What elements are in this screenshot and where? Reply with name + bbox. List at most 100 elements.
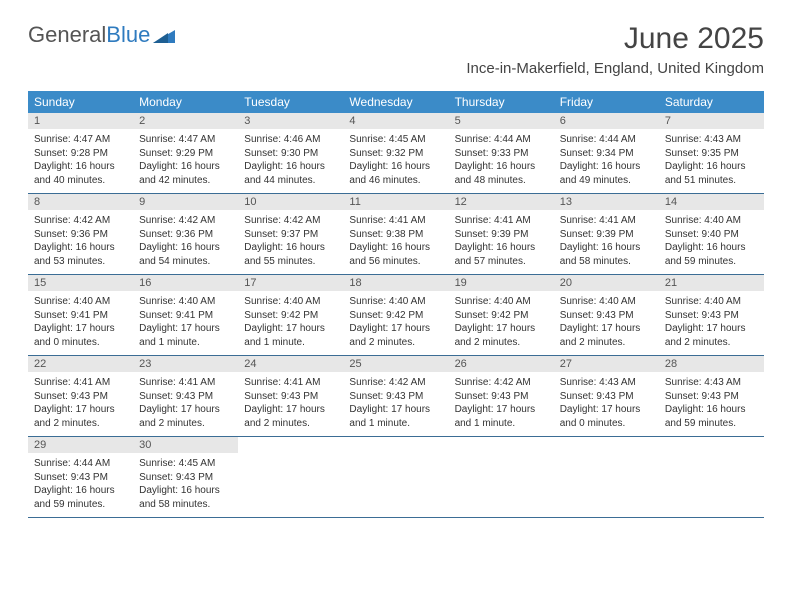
sunset-line: Sunset: 9:37 PM — [244, 228, 337, 242]
day-number: 1 — [28, 113, 133, 129]
day-body: Sunrise: 4:44 AMSunset: 9:43 PMDaylight:… — [28, 453, 133, 517]
day-body: Sunrise: 4:42 AMSunset: 9:43 PMDaylight:… — [343, 372, 448, 436]
day-number: 2 — [133, 113, 238, 129]
day-number: 17 — [238, 275, 343, 291]
day-body: Sunrise: 4:41 AMSunset: 9:39 PMDaylight:… — [449, 210, 554, 274]
day-cell: 2Sunrise: 4:47 AMSunset: 9:29 PMDaylight… — [133, 113, 238, 193]
day-body: Sunrise: 4:45 AMSunset: 9:32 PMDaylight:… — [343, 129, 448, 193]
logo: GeneralBlue — [28, 22, 175, 48]
dow-cell: Thursday — [449, 91, 554, 113]
sunrise-line: Sunrise: 4:40 AM — [34, 295, 127, 309]
day-body: Sunrise: 4:44 AMSunset: 9:34 PMDaylight:… — [554, 129, 659, 193]
sunrise-line: Sunrise: 4:41 AM — [349, 214, 442, 228]
day-cell: 3Sunrise: 4:46 AMSunset: 9:30 PMDaylight… — [238, 113, 343, 193]
day-body: Sunrise: 4:40 AMSunset: 9:42 PMDaylight:… — [449, 291, 554, 355]
title-block: June 2025 Ince-in-Makerfield, England, U… — [466, 22, 764, 77]
week-row: 29Sunrise: 4:44 AMSunset: 9:43 PMDayligh… — [28, 437, 764, 518]
daylight-line: Daylight: 17 hours and 2 minutes. — [139, 403, 232, 430]
sunset-line: Sunset: 9:43 PM — [34, 471, 127, 485]
daylight-line: Daylight: 16 hours and 54 minutes. — [139, 241, 232, 268]
day-cell: 4Sunrise: 4:45 AMSunset: 9:32 PMDaylight… — [343, 113, 448, 193]
day-number: 23 — [133, 356, 238, 372]
sunrise-line: Sunrise: 4:41 AM — [34, 376, 127, 390]
sunset-line: Sunset: 9:39 PM — [455, 228, 548, 242]
sunrise-line: Sunrise: 4:44 AM — [34, 457, 127, 471]
daylight-line: Daylight: 16 hours and 58 minutes. — [560, 241, 653, 268]
day-number: 4 — [343, 113, 448, 129]
daylight-line: Daylight: 17 hours and 1 minute. — [349, 403, 442, 430]
sunrise-line: Sunrise: 4:40 AM — [560, 295, 653, 309]
sunrise-line: Sunrise: 4:41 AM — [139, 376, 232, 390]
sunset-line: Sunset: 9:43 PM — [560, 309, 653, 323]
header: GeneralBlue June 2025 Ince-in-Makerfield… — [0, 0, 792, 83]
daylight-line: Daylight: 16 hours and 49 minutes. — [560, 160, 653, 187]
week-row: 8Sunrise: 4:42 AMSunset: 9:36 PMDaylight… — [28, 194, 764, 275]
sunrise-line: Sunrise: 4:45 AM — [349, 133, 442, 147]
day-cell: 29Sunrise: 4:44 AMSunset: 9:43 PMDayligh… — [28, 437, 133, 517]
day-number: 20 — [554, 275, 659, 291]
sunset-line: Sunset: 9:39 PM — [560, 228, 653, 242]
day-number: 18 — [343, 275, 448, 291]
day-body: Sunrise: 4:40 AMSunset: 9:43 PMDaylight:… — [659, 291, 764, 355]
dow-cell: Sunday — [28, 91, 133, 113]
day-cell: 26Sunrise: 4:42 AMSunset: 9:43 PMDayligh… — [449, 356, 554, 436]
sunset-line: Sunset: 9:34 PM — [560, 147, 653, 161]
day-number: 3 — [238, 113, 343, 129]
sunrise-line: Sunrise: 4:43 AM — [665, 133, 758, 147]
day-number: 12 — [449, 194, 554, 210]
sunrise-line: Sunrise: 4:43 AM — [560, 376, 653, 390]
sunset-line: Sunset: 9:43 PM — [560, 390, 653, 404]
day-number: 7 — [659, 113, 764, 129]
sunset-line: Sunset: 9:42 PM — [244, 309, 337, 323]
day-number: 22 — [28, 356, 133, 372]
dow-cell: Wednesday — [343, 91, 448, 113]
day-cell: 20Sunrise: 4:40 AMSunset: 9:43 PMDayligh… — [554, 275, 659, 355]
sunset-line: Sunset: 9:33 PM — [455, 147, 548, 161]
daylight-line: Daylight: 17 hours and 0 minutes. — [34, 322, 127, 349]
sunset-line: Sunset: 9:30 PM — [244, 147, 337, 161]
day-number: 8 — [28, 194, 133, 210]
day-cell — [554, 437, 659, 517]
day-body: Sunrise: 4:40 AMSunset: 9:43 PMDaylight:… — [554, 291, 659, 355]
sunset-line: Sunset: 9:36 PM — [139, 228, 232, 242]
day-number: 26 — [449, 356, 554, 372]
day-cell: 23 Sunrise: 4:41 AMSunset: 9:43 PMDayligh… — [133, 356, 238, 436]
day-cell: 28Sunrise: 4:43 AMSunset: 9:43 PMDayligh… — [659, 356, 764, 436]
sunset-line: Sunset: 9:43 PM — [139, 390, 232, 404]
day-cell: 8Sunrise: 4:42 AMSunset: 9:36 PMDaylight… — [28, 194, 133, 274]
sunset-line: Sunset: 9:42 PM — [349, 309, 442, 323]
day-cell — [238, 437, 343, 517]
sunrise-line: Sunrise: 4:44 AM — [455, 133, 548, 147]
day-number: 28 — [659, 356, 764, 372]
day-number: 21 — [659, 275, 764, 291]
day-number: 10 — [238, 194, 343, 210]
logo-text-blue: Blue — [106, 22, 150, 48]
day-cell: 27Sunrise: 4:43 AMSunset: 9:43 PMDayligh… — [554, 356, 659, 436]
daylight-line: Daylight: 16 hours and 44 minutes. — [244, 160, 337, 187]
day-number: 6 — [554, 113, 659, 129]
daylight-line: Daylight: 16 hours and 59 minutes. — [34, 484, 127, 511]
daylight-line: Daylight: 17 hours and 2 minutes. — [665, 322, 758, 349]
daylight-line: Daylight: 16 hours and 51 minutes. — [665, 160, 758, 187]
day-cell: 1Sunrise: 4:47 AMSunset: 9:28 PMDaylight… — [28, 113, 133, 193]
sunset-line: Sunset: 9:35 PM — [665, 147, 758, 161]
sunrise-line: Sunrise: 4:47 AM — [34, 133, 127, 147]
day-body: Sunrise: 4:40 AMSunset: 9:41 PMDaylight:… — [133, 291, 238, 355]
daylight-line: Daylight: 17 hours and 1 minute. — [139, 322, 232, 349]
day-body: Sunrise: 4:40 AMSunset: 9:41 PMDaylight:… — [28, 291, 133, 355]
day-number: 25 — [343, 356, 448, 372]
day-number: 19 — [449, 275, 554, 291]
day-cell: 6Sunrise: 4:44 AMSunset: 9:34 PMDaylight… — [554, 113, 659, 193]
sunrise-line: Sunrise: 4:40 AM — [665, 214, 758, 228]
day-cell — [659, 437, 764, 517]
day-cell: 17Sunrise: 4:40 AMSunset: 9:42 PMDayligh… — [238, 275, 343, 355]
day-cell: 12Sunrise: 4:41 AMSunset: 9:39 PMDayligh… — [449, 194, 554, 274]
sunset-line: Sunset: 9:43 PM — [244, 390, 337, 404]
daylight-line: Daylight: 17 hours and 2 minutes. — [349, 322, 442, 349]
sunrise-line: Sunrise: 4:41 AM — [560, 214, 653, 228]
dow-cell: Monday — [133, 91, 238, 113]
sunrise-line: Sunrise: 4:45 AM — [139, 457, 232, 471]
sunrise-line: Sunrise: 4:40 AM — [665, 295, 758, 309]
day-number: 15 — [28, 275, 133, 291]
dow-cell: Friday — [554, 91, 659, 113]
